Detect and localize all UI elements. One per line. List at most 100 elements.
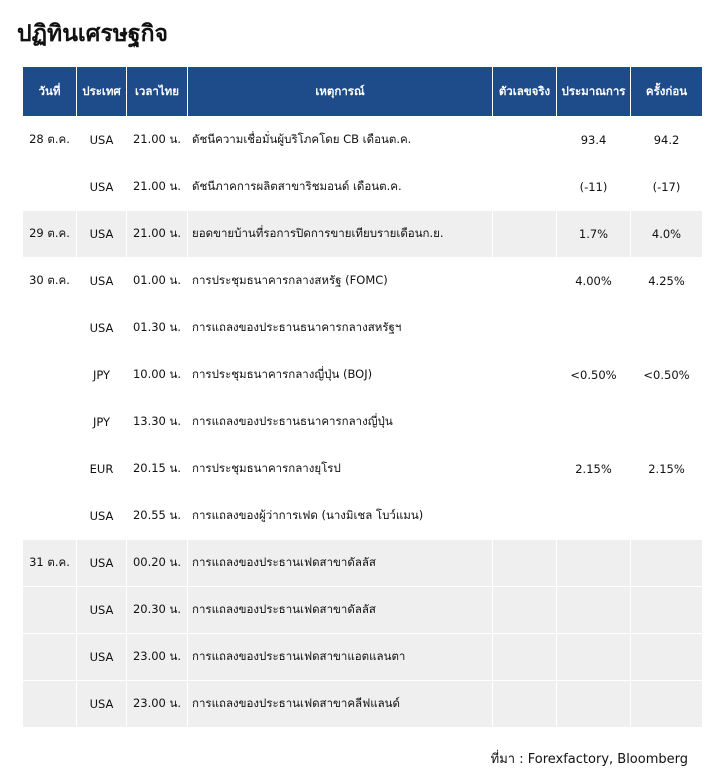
actual-cell (493, 634, 556, 680)
previous-cell: <0.50% (643, 368, 690, 382)
date-cell: 29 ต.ค. (23, 211, 76, 257)
time-cell: 20.15 น. (132, 461, 182, 475)
actual-cell (493, 587, 556, 633)
event-cell: การประชุมธนาคารกลางยุโรป (192, 461, 341, 475)
header-cell: ประเทศ (77, 67, 126, 116)
country-cell: USA (77, 587, 126, 633)
previous-cell (631, 587, 702, 633)
header-cell: เวลาไทย (127, 67, 187, 116)
time-cell: 20.55 น. (132, 508, 182, 522)
time-cell: 00.20 น. (127, 540, 187, 586)
forecast-cell (557, 540, 630, 586)
previous-cell: 2.15% (648, 462, 685, 476)
forecast-cell (557, 305, 630, 351)
actual-cell (493, 493, 556, 539)
forecast-cell: 2.15% (575, 462, 612, 476)
actual-cell (493, 540, 556, 586)
previous-cell: 94.2 (653, 133, 680, 147)
forecast-cell (557, 681, 630, 727)
event-cell: การแถลงของประธานเฟดสาขาแอตแลนตา (188, 634, 492, 680)
previous-cell: 4.0% (631, 211, 702, 257)
country-cell: USA (89, 274, 114, 288)
row: 29 ต.ค. USA 21.00 น. ยอดขายบ้านที่รอการปิดก… (23, 211, 702, 257)
date-cell (23, 399, 76, 445)
country-cell: USA (89, 509, 114, 523)
time-cell: 21.00 น. (127, 211, 187, 257)
row: EUR 20.15 น. การประชุมธนาคารกลางยุโรป 2.15%… (23, 446, 702, 492)
time-cell: 20.30 น. (127, 587, 187, 633)
row: USA 01.30 น. การแถลงของประธานธนาคารกลางสหร… (23, 305, 702, 351)
date-cell (23, 446, 76, 492)
previous-cell: (-17) (652, 180, 681, 194)
country-cell: EUR (89, 462, 114, 476)
row: USA 20.30 น. การแถลงของประธานเฟดสาขาดัลลัส (23, 587, 702, 633)
event-cell: ดัชนีภาคการผลิตสาขาริชมอนด์ เดือนต.ค. (192, 179, 402, 193)
date-cell: 28 ต.ค. (29, 132, 70, 146)
date-cell (23, 164, 76, 210)
forecast-cell (557, 587, 630, 633)
forecast-cell: <0.50% (570, 368, 617, 382)
country-cell: JPY (92, 415, 111, 429)
time-cell: 13.30 น. (132, 414, 182, 428)
date-cell (23, 634, 76, 680)
date-cell (23, 681, 76, 727)
country-cell: JPY (92, 368, 111, 382)
time-cell: 23.00 น. (127, 634, 187, 680)
event-cell: การแถลงของประธานเฟดสาขาดัลลัส (188, 540, 492, 586)
time-cell: 01.00 น. (132, 273, 182, 287)
date-cell (23, 352, 76, 398)
header-cell: ประมาณการ (557, 67, 630, 116)
forecast-cell: 93.4 (580, 133, 607, 147)
date-cell: 30 ต.ค. (29, 273, 70, 287)
actual-cell (493, 446, 556, 492)
previous-cell: 4.25% (648, 274, 685, 288)
country-cell: USA (77, 634, 126, 680)
event-cell: การแถลงของประธานเฟดสาขาคลีฟแลนด์ (188, 681, 492, 727)
forecast-cell: (-11) (579, 180, 608, 194)
time-cell: 01.30 น. (132, 320, 182, 334)
actual-cell (493, 305, 556, 351)
country-cell: USA (89, 180, 114, 194)
time-cell: 10.00 น. (132, 367, 182, 381)
forecast-cell: 1.7% (557, 211, 630, 257)
forecast-cell (557, 634, 630, 680)
event-cell: ยอดขายบ้านที่รอการปิดการขายเทียบรายเดือน… (188, 211, 492, 257)
event-cell: การแถลงของผู้ว่าการเฟด (นางมิเชล โบว์แมน… (192, 508, 424, 522)
previous-cell (631, 305, 702, 351)
header-cell: วันที่ (23, 67, 76, 116)
calendar-table: วันที่ ประเทศ เวลาไทย เหตุการณ์ ตัวเลขจริง ปร… (22, 66, 703, 728)
header-cell: ครั้งก่อน (631, 67, 702, 116)
time-cell: 23.00 น. (127, 681, 187, 727)
actual-cell (493, 681, 556, 727)
date-cell (23, 587, 76, 633)
row: JPY 10.00 น. การประชุมธนาคารกลางญี่ปุ่น (B… (23, 352, 702, 398)
previous-cell (631, 540, 702, 586)
event-cell: การแถลงของประธานธนาคารกลางสหรัฐฯ (192, 320, 402, 334)
previous-cell (631, 634, 702, 680)
row: USA 23.00 น. การแถลงของประธานเฟดสาขาคลีฟแล… (23, 681, 702, 727)
row: 28 ต.ค. USA 21.00 น. ดัชนีความเชื่อมั่นผู้บ… (23, 117, 702, 163)
row: USA 20.55 น. การแถลงของผู้ว่าการเฟด (นางมิ… (23, 493, 702, 539)
title: ปฏิทินเศรษฐกิจ (17, 21, 168, 47)
previous-cell (631, 493, 702, 539)
row: USA 21.00 น. ดัชนีภาคการผลิตสาขาริชมอนด์ เ… (23, 164, 702, 210)
header-cell: เหตุการณ์ (188, 67, 492, 116)
actual-cell (493, 211, 556, 257)
actual-cell (493, 164, 556, 210)
row: 30 ต.ค. USA 01.00 น. การประชุมธนาคารกลางสหร… (23, 258, 702, 304)
forecast-cell (557, 399, 630, 445)
event-cell: การประชุมธนาคารกลางญี่ปุ่น (BOJ) (192, 367, 373, 381)
row: USA 23.00 น. การแถลงของประธานเฟดสาขาแอตแลน… (23, 634, 702, 680)
time-cell: 21.00 น. (132, 132, 182, 146)
country-cell: USA (77, 681, 126, 727)
event-cell: ดัชนีความเชื่อมั่นผู้บริโภคโดย CB เดือนต… (192, 132, 412, 146)
time-cell: 21.00 น. (132, 179, 182, 193)
header-cell: ตัวเลขจริง (493, 67, 556, 116)
header-row: วันที่ ประเทศ เวลาไทย เหตุการณ์ ตัวเลขจริง ปร… (23, 67, 702, 116)
date-cell (23, 493, 76, 539)
actual-cell (493, 117, 556, 163)
actual-cell (493, 258, 556, 304)
previous-cell (631, 681, 702, 727)
date-cell: 31 ต.ค. (23, 540, 76, 586)
country-cell: USA (89, 133, 114, 147)
